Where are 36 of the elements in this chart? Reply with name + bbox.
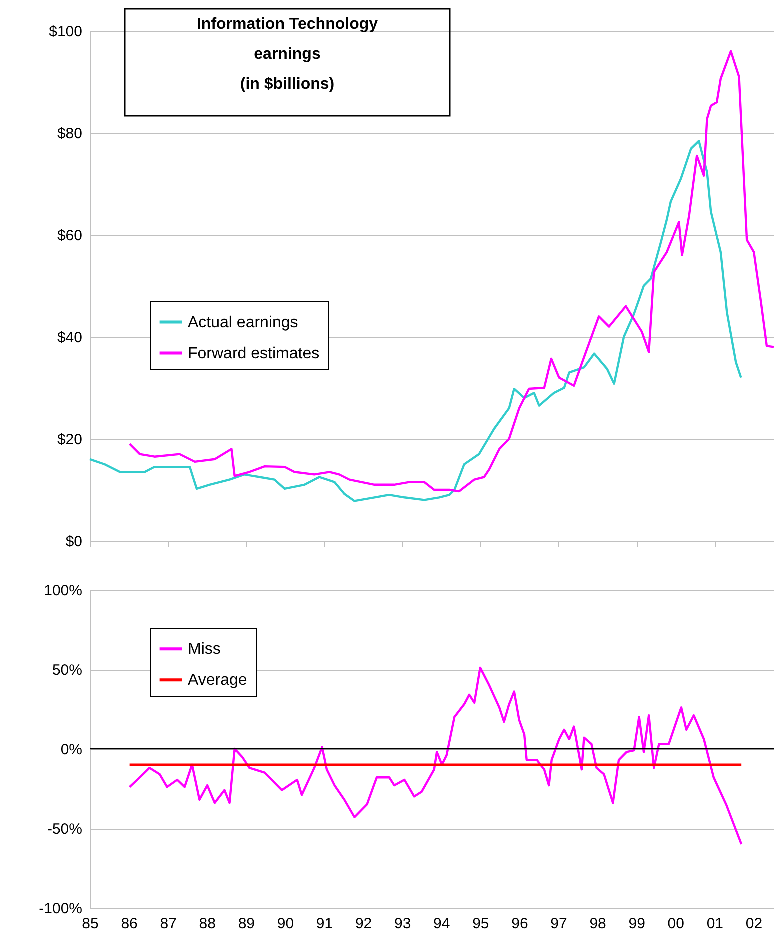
x-tick-label: 95 [472, 916, 490, 932]
x-tick-label: 99 [628, 916, 646, 932]
y-tick-label: 0% [60, 742, 82, 758]
x-tick-label: 02 [746, 916, 763, 932]
y-tick-label: $80 [57, 126, 82, 142]
y-tick-label: 100% [44, 582, 82, 600]
y-tick-label: $40 [57, 330, 82, 346]
line-series [128, 666, 743, 846]
x-tick-label: 92 [355, 916, 372, 932]
legend-label: Average [188, 672, 248, 690]
x-tick-label: 90 [277, 916, 294, 932]
x-tick-label: 87 [160, 916, 177, 932]
x-tick-label: 00 [668, 916, 684, 932]
x-tick-label: 98 [590, 916, 606, 932]
x-tick-label: 85 [82, 916, 99, 932]
x-tick-label: 01 [706, 916, 724, 932]
text: Information Technology earnings (in $billions) [196, 16, 378, 93]
y-tick-label: -100% [39, 900, 82, 918]
x-tick-label: 86 [121, 916, 138, 932]
y-tick-label: 50% [52, 662, 82, 679]
line-series [88, 140, 742, 502]
y-tick-label: $20 [57, 432, 82, 448]
x-tick-label: 91 [316, 916, 334, 932]
legend-label: Actual earnings [188, 314, 298, 332]
y-tick-label: $100 [49, 24, 82, 40]
y-tick-label: $60 [57, 228, 82, 244]
legend-label: Miss [188, 641, 221, 658]
x-tick-label: 97 [550, 916, 568, 932]
x-tick-label: 93 [394, 916, 412, 932]
legend-label: Forward estimates [188, 345, 320, 362]
x-tick-label: 96 [512, 916, 528, 932]
y-tick-label: -50% [47, 821, 82, 838]
x-tick-label: 89 [238, 916, 256, 932]
x-tick-label: 88 [199, 916, 216, 932]
y-tick-label: $0 [66, 534, 82, 550]
x-tick-label: 94 [434, 916, 450, 932]
